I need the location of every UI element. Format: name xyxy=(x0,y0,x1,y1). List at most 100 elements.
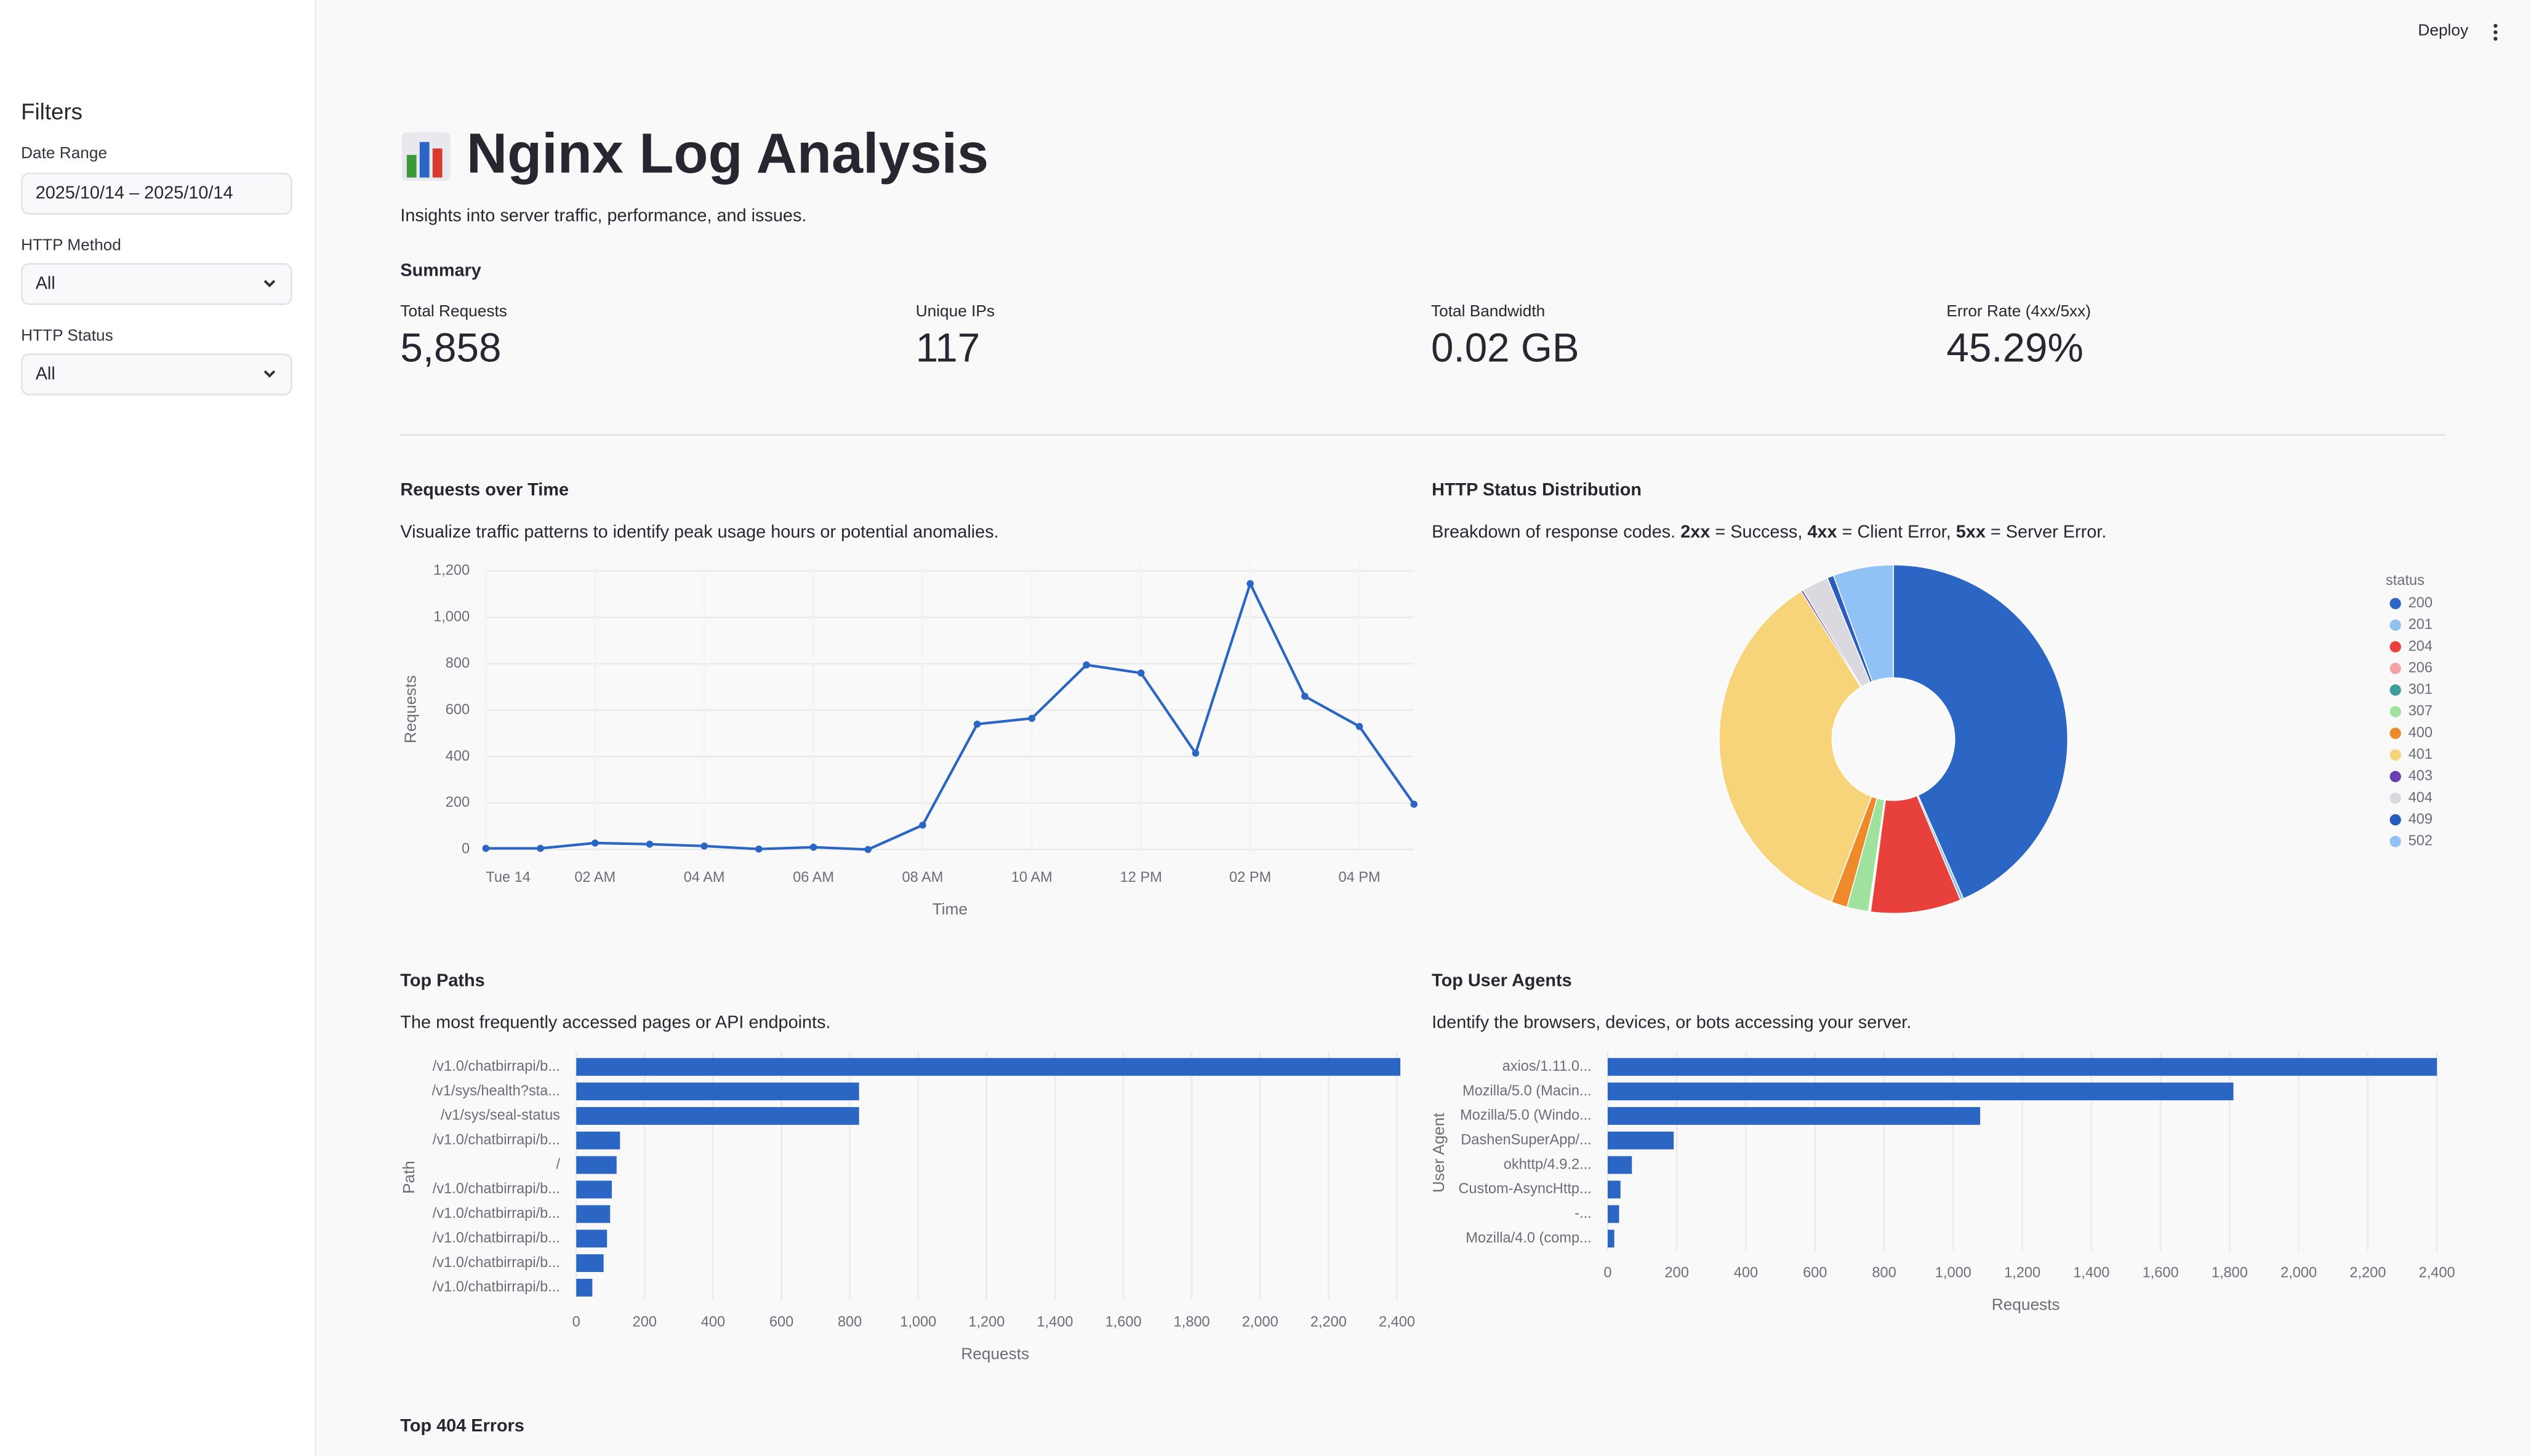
x-tick-label: 2,400 xyxy=(1379,1314,1415,1330)
bar xyxy=(1607,1156,1632,1174)
point xyxy=(700,842,708,850)
y-tick-label: Mozilla/4.0 (comp... xyxy=(1466,1230,1592,1246)
legend-swatch xyxy=(2389,598,2401,609)
metric-label: Total Bandwidth xyxy=(1431,303,1546,321)
x-tick-label: 1,600 xyxy=(2143,1265,2179,1281)
y-tick-label: 200 xyxy=(446,794,470,810)
text: = Client Error, xyxy=(1842,522,1951,543)
slice xyxy=(1719,590,1872,903)
y-tick-label: /v1.0/chatbirrapi/b... xyxy=(433,1255,560,1271)
x-axis-label: Time xyxy=(933,900,968,918)
legend-swatch xyxy=(2389,749,2401,761)
y-tick-label: 800 xyxy=(446,655,470,671)
bar xyxy=(1607,1230,1614,1248)
divider xyxy=(400,434,2446,436)
legend-label: 206 xyxy=(2409,660,2433,676)
y-tick-label: / xyxy=(556,1156,560,1172)
x-tick-label: 10 AM xyxy=(1011,870,1053,886)
y-tick-label: 400 xyxy=(446,748,470,764)
bar xyxy=(576,1230,608,1248)
line xyxy=(486,580,1415,851)
x-tick-label: 02 AM xyxy=(574,870,616,886)
y-tick-label: 1,000 xyxy=(433,609,470,625)
y-axis-label: Requests xyxy=(401,675,420,743)
chart-caption: Visualize traffic patterns to identify p… xyxy=(400,522,999,543)
label: HTTP Method xyxy=(21,237,121,255)
legend-swatch xyxy=(2389,641,2401,653)
point xyxy=(537,844,544,852)
text: = Success, xyxy=(1715,522,1803,543)
metric-value: 117 xyxy=(915,326,981,372)
legend-label: 200 xyxy=(2409,595,2433,611)
legend-label: 404 xyxy=(2409,790,2433,806)
y-tick-label: Custom-AsyncHttp... xyxy=(1458,1181,1591,1197)
metric-label: Unique IPs xyxy=(915,303,995,321)
sidebar: Filters Date Range 2025/10/14 – 2025/10/… xyxy=(0,0,317,1456)
text: Breakdown of response codes. xyxy=(1432,522,1676,543)
legend-title: status xyxy=(2386,572,2425,588)
legend-swatch xyxy=(2389,814,2401,826)
menu-icon[interactable] xyxy=(2490,23,2500,42)
text: = Server Error. xyxy=(1990,522,2107,543)
point xyxy=(1083,661,1090,669)
subtitle: Insights into server traffic, performanc… xyxy=(400,206,807,226)
y-tick-label: /v1/sys/health?sta... xyxy=(431,1083,560,1099)
x-tick-label: 04 PM xyxy=(1338,870,1380,886)
metric-label: Error Rate (4xx/5xx) xyxy=(1946,303,2092,321)
status-select[interactable]: All xyxy=(21,353,292,396)
text: 5xx xyxy=(1955,522,1986,543)
date-input[interactable]: 2025/10/14 – 2025/10/14 xyxy=(21,172,292,215)
x-tick-label: 2,400 xyxy=(2419,1265,2455,1281)
x-tick-label: 1,400 xyxy=(2073,1265,2109,1281)
y-tick-label: -... xyxy=(1574,1206,1592,1222)
deploy-button[interactable]: Deploy xyxy=(2418,22,2469,41)
x-tick-label: 12 PM xyxy=(1120,870,1162,886)
section-heading: Summary xyxy=(400,261,481,281)
x-tick-label: Tue 14 xyxy=(486,870,531,886)
legend-swatch xyxy=(2389,619,2401,631)
method-select[interactable]: All xyxy=(21,263,292,305)
legend-swatch xyxy=(2389,770,2401,783)
x-tick-label: 2,000 xyxy=(1242,1314,1278,1330)
chart-title: Top User Agents xyxy=(1432,971,1572,991)
point xyxy=(973,720,981,728)
x-tick-label: 2,000 xyxy=(2280,1265,2317,1281)
x-tick-label: 06 AM xyxy=(793,870,834,886)
point xyxy=(1246,580,1254,588)
bar xyxy=(576,1156,617,1174)
y-tick-label: /v1.0/chatbirrapi/b... xyxy=(433,1058,560,1074)
y-tick-label: Mozilla/5.0 (Macin... xyxy=(1462,1083,1592,1099)
slice xyxy=(1893,564,2069,900)
point xyxy=(1192,750,1200,757)
x-tick-label: 2,200 xyxy=(1310,1314,1347,1330)
y-tick-label: /v1.0/chatbirrapi/b... xyxy=(433,1206,560,1222)
point xyxy=(1137,669,1145,677)
point xyxy=(1301,692,1309,700)
x-tick-label: 600 xyxy=(769,1314,793,1330)
value: 2025/10/14 – 2025/10/14 xyxy=(35,183,233,204)
chart-title: Requests over Time xyxy=(400,481,569,500)
point xyxy=(864,846,872,854)
x-tick-label: 2,200 xyxy=(2349,1265,2386,1281)
chart-emoji xyxy=(401,132,451,181)
x-axis-label: Requests xyxy=(1992,1295,2060,1314)
bar xyxy=(576,1107,859,1125)
x-tick-label: 1,200 xyxy=(968,1314,1005,1330)
y-tick-label: Mozilla/5.0 (Windo... xyxy=(1460,1108,1592,1124)
metric-value: 0.02 GB xyxy=(1431,326,1579,372)
legend-label: 400 xyxy=(2409,725,2433,741)
bar xyxy=(1607,1082,2234,1100)
y-axis-label: Path xyxy=(399,1161,418,1194)
label: Date Range xyxy=(21,145,108,163)
x-tick-label: 200 xyxy=(1665,1265,1689,1281)
y-tick-label: /v1.0/chatbirrapi/b... xyxy=(433,1279,560,1295)
point xyxy=(919,822,926,829)
legend-swatch xyxy=(2389,727,2401,739)
point xyxy=(809,843,817,851)
chart-caption: Breakdown of response codes. 2xx = Succe… xyxy=(1432,523,2106,542)
x-tick-label: 800 xyxy=(838,1314,862,1330)
x-tick-label: 1,400 xyxy=(1037,1314,1073,1330)
legend-label: 204 xyxy=(2409,638,2433,654)
chart-title: Top Paths xyxy=(400,971,485,991)
